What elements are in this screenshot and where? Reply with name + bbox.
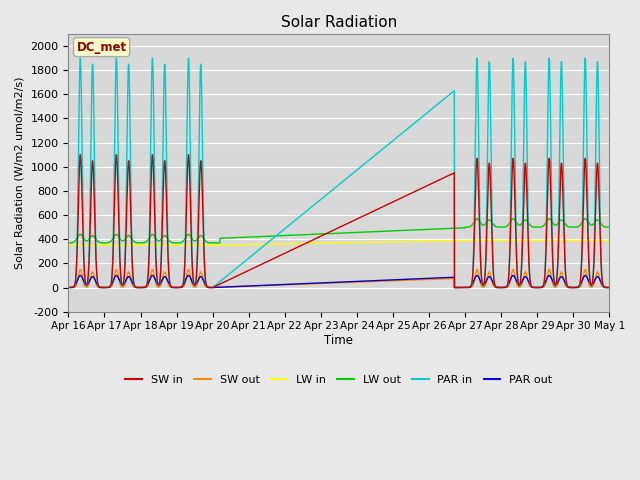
Legend: SW in, SW out, LW in, LW out, PAR in, PAR out: SW in, SW out, LW in, LW out, PAR in, PA…	[121, 371, 557, 389]
X-axis label: Time: Time	[324, 334, 353, 347]
Y-axis label: Solar Radiation (W/m2 umol/m2/s): Solar Radiation (W/m2 umol/m2/s)	[15, 77, 25, 269]
Title: Solar Radiation: Solar Radiation	[281, 15, 397, 30]
Text: DC_met: DC_met	[77, 41, 127, 54]
